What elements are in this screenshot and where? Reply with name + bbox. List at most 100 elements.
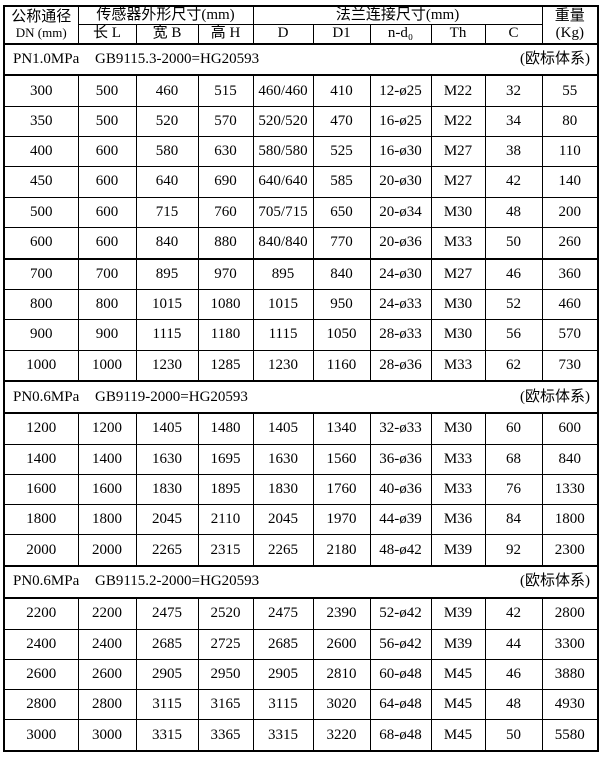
table-cell: 640 [135, 166, 199, 198]
table-cell: 56-ø42 [369, 628, 432, 660]
table-cell: 600 [77, 136, 137, 168]
table-cell: 1400 [77, 443, 137, 475]
table-cell: 2520 [197, 597, 254, 630]
dn-cell: 2000 [3, 534, 79, 567]
table-cell: 705/715 [252, 196, 314, 228]
table-row: 2800 2800 3115 3165 3115 3020 64-ø48 M45 48 4930 [3, 689, 599, 721]
table-cell: 3315 [135, 719, 199, 752]
header-width-b: 宽 B [135, 24, 199, 44]
table-cell: 1115 [252, 319, 314, 351]
table-cell: 46 [484, 257, 543, 291]
table-cell: 580 [135, 136, 199, 168]
table-cell: 56 [484, 319, 543, 351]
table-cell: 900 [77, 319, 137, 351]
table-cell: M22 [430, 105, 486, 138]
table-cell: 32-ø33 [369, 412, 432, 445]
table-cell: 2390 [312, 597, 371, 630]
table-cell: M45 [430, 689, 486, 721]
table-cell: M30 [430, 319, 486, 351]
header-row-sub: 长 L 宽 B 高 H D D1 n-d₀ Th C [4, 24, 598, 44]
table-cell: 2600 [77, 658, 137, 691]
table-cell: 38 [484, 136, 543, 168]
table-cell: 585 [312, 166, 371, 198]
table-cell: 515 [197, 74, 254, 107]
table-cell: M30 [430, 196, 486, 228]
table-cell: 50 [484, 719, 543, 752]
table-cell: 1405 [252, 412, 314, 445]
table-cell: M39 [430, 628, 486, 660]
table-cell: 840/840 [252, 226, 314, 260]
table-row: 300 500 460 515 460/460 410 12-ø25 M22 32 55 [3, 74, 599, 107]
table-cell: 16-ø30 [369, 136, 432, 168]
table-cell: 200 [541, 196, 599, 228]
table-cell: M36 [430, 504, 486, 536]
table-cell: 460/460 [252, 74, 314, 107]
table-cell: M22 [430, 74, 486, 107]
table-cell: 970 [197, 257, 254, 291]
table-cell: 44 [484, 628, 543, 660]
table-row: 900 900 1115 1180 1115 1050 28-ø33 M30 56 570 [3, 319, 599, 351]
table-row: 500 600 715 760 705/715 650 20-ø34 M30 48 200 [3, 196, 599, 228]
table-cell: M45 [430, 719, 486, 752]
table-cell: 1630 [252, 443, 314, 475]
table-cell: 1015 [252, 289, 314, 321]
table-cell: 580/580 [252, 136, 314, 168]
table-cell: 3300 [541, 628, 599, 660]
table-row: 400 600 580 630 580/580 525 16-ø30 M27 38 110 [3, 136, 599, 168]
table-cell: 50 [484, 226, 543, 260]
table-row: 3000 3000 3315 3365 3315 3220 68-ø48 M45 50 5580 [3, 719, 599, 752]
table-cell: 52 [484, 289, 543, 321]
table-cell: 950 [312, 289, 371, 321]
table-cell: 570 [541, 319, 599, 351]
table-cell: 2810 [312, 658, 371, 691]
table-cell: 28-ø36 [369, 349, 432, 382]
header-dn-line1: 公称通径 [11, 8, 72, 25]
table-cell: 1000 [77, 349, 137, 382]
table-cell: 1560 [312, 443, 371, 475]
dn-cell: 2600 [3, 658, 79, 691]
table-cell: 2110 [197, 504, 254, 536]
table-cell: 1230 [252, 349, 314, 382]
table-cell: 5580 [541, 719, 599, 752]
table-cell: 48 [484, 689, 543, 721]
table-cell: 1800 [77, 504, 137, 536]
table-cell: 20-ø36 [369, 226, 432, 260]
table-cell: 20-ø30 [369, 166, 432, 198]
section-pn: PN0.6MPa [13, 388, 80, 405]
table-cell: 3115 [252, 689, 314, 721]
table-cell: 690 [197, 166, 254, 198]
table-cell: 600 [77, 196, 137, 228]
table-cell: 42 [484, 597, 543, 630]
table-cell: 520 [135, 105, 199, 138]
dn-cell: 2400 [3, 628, 79, 660]
table-cell: 34 [484, 105, 543, 138]
table-cell: 700 [77, 257, 137, 291]
table-cell: 28-ø33 [369, 319, 432, 351]
table-cell: 880 [197, 226, 254, 260]
section-std: GB9119-2000=HG20593 [95, 388, 248, 405]
table-cell: M45 [430, 658, 486, 691]
table-body: PN1.0MPa GB9115.3-2000=HG20593 (欧标体系) 300 50… [3, 42, 599, 752]
table-cell: 600 [77, 226, 137, 260]
table-cell: 1115 [135, 319, 199, 351]
table-cell: 48-ø42 [369, 534, 432, 567]
table-row: 350 500 520 570 520/520 470 16-ø25 M22 34 80 [3, 105, 599, 138]
table-cell: 24-ø33 [369, 289, 432, 321]
table-cell: M27 [430, 257, 486, 291]
table-cell: M33 [430, 443, 486, 475]
table-cell: 2045 [135, 504, 199, 536]
table-cell: 1695 [197, 443, 254, 475]
table-cell: 600 [77, 166, 137, 198]
section-header-row: PN0.6MPa GB9119-2000=HG20593 (欧标体系) [3, 380, 599, 415]
table-row: 450 600 640 690 640/640 585 20-ø30 M27 42 140 [3, 166, 599, 198]
table-cell: 16-ø25 [369, 105, 432, 138]
section-note: (欧标体系) [520, 388, 591, 405]
table-cell: 460 [135, 74, 199, 107]
table-cell: 1405 [135, 412, 199, 445]
table-cell: 1160 [312, 349, 371, 382]
table-cell: 3315 [252, 719, 314, 752]
table-cell: M27 [430, 136, 486, 168]
header-th: Th [430, 24, 486, 44]
header-weight: 重量 (Kg) [541, 5, 599, 44]
table-cell: 1330 [541, 473, 599, 506]
